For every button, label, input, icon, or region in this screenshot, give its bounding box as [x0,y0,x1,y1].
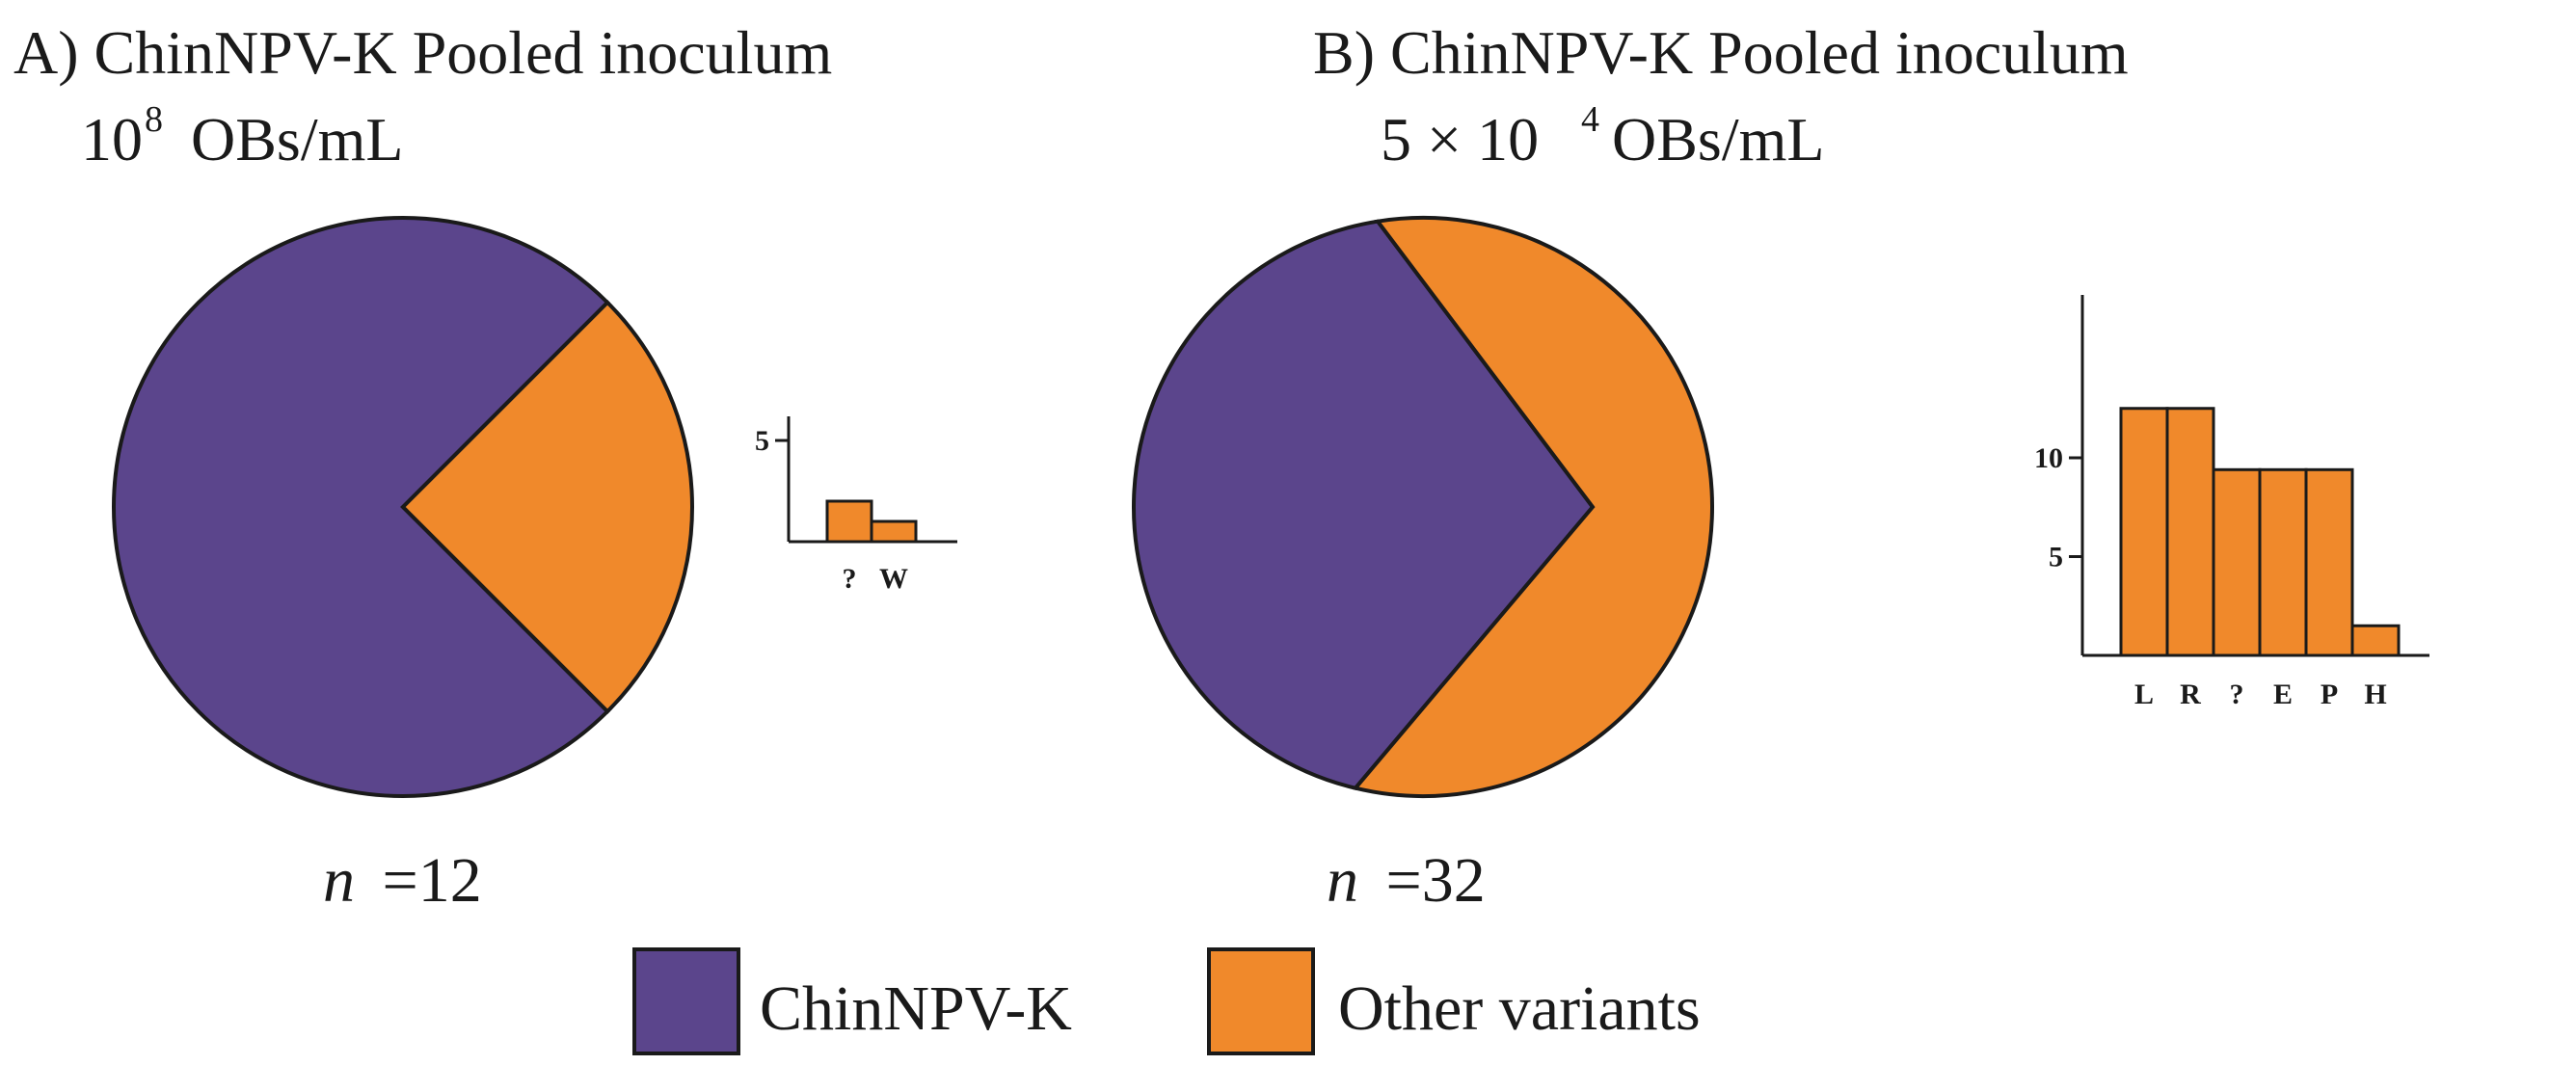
pie-b-slice-other-variants [1352,216,1714,798]
bar-chart-a: 5? W [755,416,957,595]
legend-swatch-chinnpv-k [632,947,740,1055]
panel-a-n-symbol: n [323,845,355,916]
bar-b-category-label-2: ? [2230,679,2244,710]
bar-b-category-label-3: E [2273,679,2293,710]
bar-b-bar-2 [2212,467,2262,657]
pie-chart-a [112,216,694,798]
legend: ChinNPV-K Other variants [632,947,1701,1055]
bar-b-y-tick-label-10: 10 [2034,442,2063,474]
panel-a-n-label: n =12 [323,845,482,916]
panel-b-n-label: n =32 [1327,845,1486,916]
pie-a-slice-other-variants [400,300,694,714]
legend-label-other-variants: Other variants [1338,973,1701,1044]
bar-b-category-label-5: H [2364,679,2386,710]
panel-a-dose-base: 10 [81,105,143,173]
bar-b-category-label-0: L [2134,679,2154,710]
panel-a-dose-unit: OBs/mL [191,105,403,173]
bar-b-bar-1 [2165,407,2215,657]
panel-a-dose-exponent: 8 [145,99,163,140]
bar-b-bar-3 [2258,467,2308,657]
bar-b-bar-0 [2119,407,2169,657]
panel-b-n-value: =32 [1386,845,1486,916]
bar-b-bar-4 [2304,467,2354,657]
panel-a-n-value: =12 [383,845,482,916]
bar-a-category-label-1: W [879,563,908,595]
panel-b-n-symbol: n [1327,845,1358,916]
bar-a-category-label-0: ? [843,563,857,595]
panel-b-dose-base: 5 × 10 [1381,105,1539,173]
bar-b-category-label-1: R [2180,679,2201,710]
pie-a-slice-chinnpv-k [112,216,610,798]
panel-b-title: B) ChinNPV-K Pooled inoculum [1313,18,2129,87]
panel-b-dose-exponent: 4 [1581,99,1599,140]
bar-b-category-label-4: P [2321,679,2338,710]
pie-b-slice-chinnpv-k [1132,219,1596,790]
bar-chart-b: 5 10 L R? E P H [2034,295,2429,710]
bar-a-bar-1 [870,519,918,544]
bar-a-y-tick-label-5: 5 [755,425,769,457]
panel-b-dose-unit: OBs/mL [1612,105,1824,173]
bar-a-bar-0 [825,499,873,544]
pie-chart-b [1132,216,1714,798]
panel-a-title: A) ChinNPV-K Pooled inoculum [13,18,832,87]
bar-b-bar-5 [2350,624,2401,657]
bar-b-y-tick-label-5: 5 [2049,542,2063,573]
legend-label-chinnpv-k: ChinNPV-K [760,973,1072,1044]
legend-swatch-other-variants [1207,947,1315,1055]
